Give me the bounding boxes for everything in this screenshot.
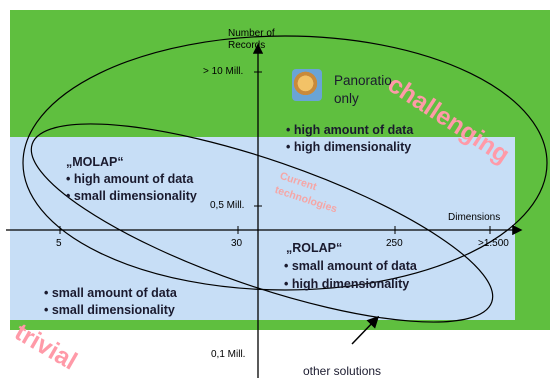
other-solutions-arrow — [351, 315, 380, 345]
molap-bullet-1: • high amount of data — [66, 172, 194, 186]
challenging-ellipse — [22, 35, 548, 291]
panoratio-logo-icon — [292, 69, 322, 101]
x-axis-label: Dimensions — [448, 212, 501, 223]
current-technologies-ellipse — [30, 123, 494, 323]
rolap-bullet-2: • high dimensionality — [284, 277, 410, 291]
y-axis-label-line1: Number of — [228, 28, 275, 39]
y-tick-label-bottom: 0,1 Mill. — [211, 349, 246, 360]
bottom-left-bullet-2: • small dimensionality — [44, 303, 175, 317]
y-tick-label-mid: 0,5 Mill. — [210, 200, 245, 211]
rolap-bullet-1: • small amount of data — [284, 259, 417, 273]
molap-title: „MOLAP“ — [66, 155, 124, 169]
x-tick-label-1500: >1.500 — [478, 238, 509, 249]
y-tick-label-top: > 10 Mill. — [203, 66, 244, 77]
molap-bullet-2: • small dimensionality — [66, 189, 197, 203]
panoratio-label: Panoratio only — [334, 72, 392, 108]
panoratio-label-line2: only — [334, 91, 359, 106]
x-tick-label-30: 30 — [231, 238, 243, 249]
panoratio-bullet-1: • high amount of data — [286, 123, 414, 137]
panoratio-bullet-2: • high dimensionality — [286, 140, 412, 154]
x-tick-label-5: 5 — [56, 238, 62, 249]
other-solutions-label: other solutions — [303, 364, 382, 378]
bottom-left-bullet-1: • small amount of data — [44, 286, 177, 300]
x-tick-label-250: 250 — [386, 238, 403, 249]
rolap-title: „ROLAP“ — [286, 241, 343, 255]
panoratio-label-line1: Panoratio — [334, 73, 392, 88]
y-axis-label-line2: Records — [228, 40, 266, 51]
